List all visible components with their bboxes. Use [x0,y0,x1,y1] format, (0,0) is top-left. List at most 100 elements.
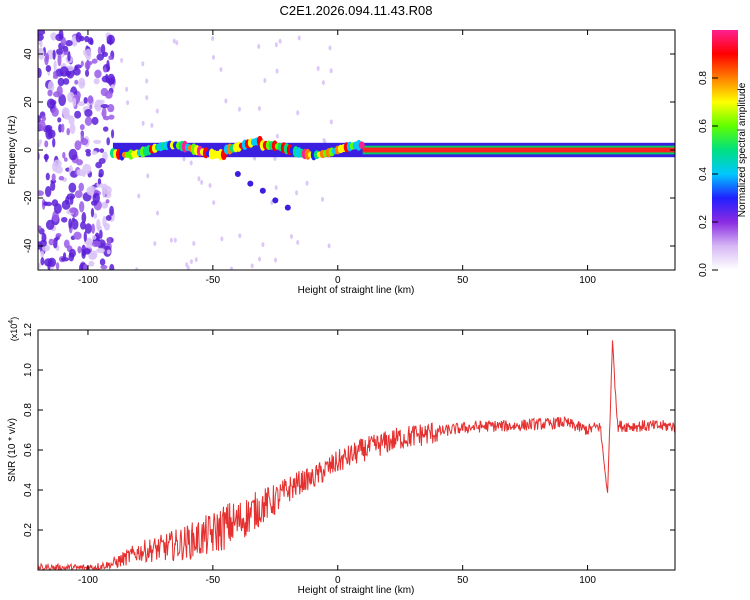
noise-blob [38,139,42,145]
noise-blob [99,229,103,240]
tail-blob [272,197,279,204]
noise-blob [79,35,85,42]
noise-blob [62,78,70,85]
noise-blob [105,215,112,221]
noise-speck [278,38,282,44]
noise-blob [83,263,88,270]
noise-blob [100,264,108,270]
noise-blob [52,237,58,249]
noise-blob [38,262,41,269]
noise-speck [208,182,212,188]
noise-speck [296,110,300,116]
noise-blob [38,225,42,231]
tail-blob [284,204,291,211]
noise-blob [99,148,105,153]
noise-blob [38,120,46,131]
noise-speck [297,35,301,41]
snr-y-ticks: 0.2 0.4 0.6 0.8 1.0 1.2 [23,323,675,537]
spectrogram-panel: -100 -50 0 50 100 -40 -20 0 20 40 Height of stra… [7,29,676,296]
noise-speck [145,78,149,84]
spectrogram-y-ticks: -40 -20 0 20 40 [23,48,675,253]
noise-speck [327,243,331,249]
noise-speck [321,80,325,86]
noise-blob [80,138,89,146]
noise-blob [83,96,88,104]
noise-blob [47,89,53,97]
noise-blob [87,95,94,104]
noise-blob [79,81,85,87]
noise-speck [189,259,193,265]
noise-blob [91,235,97,240]
noise-blob [103,67,108,73]
noise-speck [186,265,190,270]
noise-blob [107,104,115,113]
noise-speck [172,38,176,44]
ridge-band-core [362,147,675,153]
noise-speck [250,263,254,269]
colorbar-tick-label: 0.0 [698,263,709,277]
noise-blob [74,140,82,151]
noise-blob [60,257,70,262]
y-tick-label: 0 [23,147,34,153]
noise-speck [289,233,293,239]
y-tick-label: -20 [23,190,34,205]
noise-blob [94,69,102,79]
y-tick-label: 1.0 [23,363,34,377]
noise-speck [192,240,196,246]
y-tick-label: 40 [23,48,34,60]
noise-blob [86,186,94,196]
noise-speck [273,156,277,162]
noise-blob [40,257,45,266]
noise-blob [98,158,106,165]
noise-blob [78,182,85,192]
noise-blob [80,221,86,230]
noise-blob [85,48,92,61]
noise-blob [90,250,98,260]
noise-speck [141,61,145,67]
noise-blob [55,233,62,238]
noise-speck [322,137,326,143]
noise-speck [146,173,150,179]
noise-blob [93,78,100,85]
noise-blob [102,126,109,132]
colorbar-ticks: 0.0 0.2 0.4 0.6 0.8 [698,71,718,277]
y-tick-label: 1.2 [23,323,34,337]
noise-blob [51,107,59,117]
noise-blob [74,190,83,199]
colorbar-label: Normalized spectral amplitude [737,82,748,217]
ridge-blob [358,141,365,150]
x-tick-label: 0 [335,275,341,286]
noise-blob [102,186,106,199]
noise-blob [89,104,93,110]
noise-blob [84,223,93,234]
noise-speck [328,45,332,51]
noise-blob [38,115,41,123]
noise-speck [125,86,129,92]
noise-blob [63,51,68,56]
noise-blob [71,218,79,230]
noise-blob [38,67,42,78]
noise-speck [120,57,124,63]
noise-speck [320,196,324,202]
noise-speck [329,119,333,125]
snr-panel: -100 -50 0 50 100 0.2 0.4 0.6 0.8 1.0 1.2 Height … [7,317,676,596]
x-tick-label: -100 [78,275,98,286]
noise-speck [155,108,159,114]
tail-blob [247,180,254,187]
noise-blob [45,219,55,230]
noise-speck [219,66,223,72]
noise-blob [56,48,64,55]
noise-blob [53,159,62,168]
noise-speck [194,257,198,263]
noise-speck [296,239,300,245]
noise-blob [84,60,91,70]
noise-blob [107,237,112,246]
noise-blob [38,142,41,148]
noise-blob [47,81,55,93]
snr-series-line [38,340,675,570]
noise-blob [77,245,82,254]
x-tick-label: 100 [579,275,596,286]
noise-speck [275,133,279,139]
noise-blob [59,66,69,77]
noise-blob [76,169,85,177]
